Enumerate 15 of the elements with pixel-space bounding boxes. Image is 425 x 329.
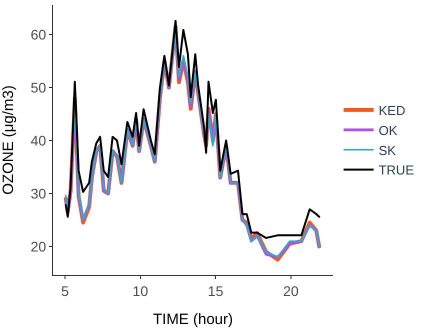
y-tick-label: 20 — [30, 238, 46, 254]
legend-label: KED — [378, 103, 406, 118]
x-tick-label: 5 — [61, 282, 70, 299]
y-tick-label: 40 — [30, 132, 46, 148]
x-tick-label: 20 — [283, 282, 299, 299]
y-tick-label: 50 — [30, 79, 46, 96]
x-axis-title: TIME (hour) — [152, 310, 234, 328]
x-tick-label: 10 — [132, 282, 148, 299]
legend-label: TRUE — [378, 162, 414, 178]
y-axis-title: OZONE (μg/m3) — [0, 85, 17, 195]
x-tick-label: 15 — [208, 282, 224, 299]
y-tick-label: 30 — [30, 185, 46, 202]
legend-label: SK — [378, 142, 396, 158]
legend-label: OK — [378, 122, 398, 138]
y-tick-label: 60 — [30, 26, 46, 43]
